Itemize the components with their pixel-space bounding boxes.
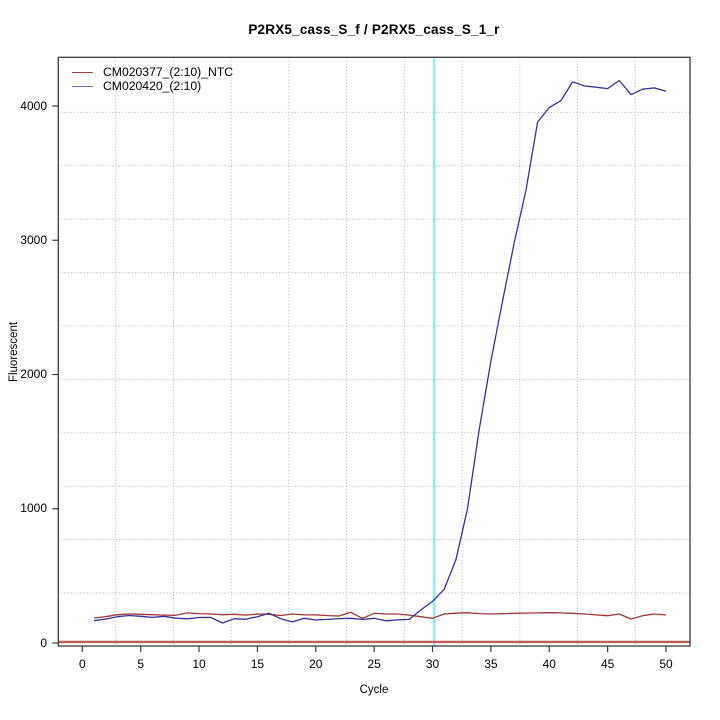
y-tick-label: 1000 bbox=[20, 501, 47, 516]
x-tick-label: 45 bbox=[600, 657, 615, 671]
x-tick-label: 35 bbox=[484, 657, 498, 671]
sample-curve bbox=[93, 79, 667, 624]
legend-label-ntc: CM020377_(2:10)_NTC bbox=[103, 65, 234, 80]
y-tick-label: 3000 bbox=[20, 232, 47, 247]
y-tick-label: 2000 bbox=[20, 367, 47, 381]
x-tick-label: 20 bbox=[309, 657, 323, 671]
x-tick-label: 50 bbox=[659, 657, 673, 671]
legend: CM020377_(2:10)_NTC CM020420_(2:10) bbox=[72, 66, 233, 93]
x-tick-label: 0 bbox=[78, 657, 86, 671]
x-tick-label: 25 bbox=[367, 657, 381, 671]
ntc-line-swatch-icon bbox=[72, 72, 93, 74]
x-tick-label: 10 bbox=[192, 657, 206, 671]
legend-label-sample: CM020420_(2:10) bbox=[103, 78, 202, 93]
y-tick-label: 4000 bbox=[20, 98, 47, 113]
legend-item-sample: CM020420_(2:10) bbox=[72, 78, 233, 94]
x-tick-label: 30 bbox=[425, 657, 440, 671]
x-tick-label: 15 bbox=[250, 657, 265, 671]
x-axis-title: Cycle bbox=[359, 684, 389, 696]
sample-line-swatch-icon bbox=[72, 85, 93, 87]
x-tick-label: 40 bbox=[542, 657, 556, 671]
legend-item-ntc: CM020377_(2:10)_NTC bbox=[72, 66, 233, 80]
chart-title: P2RX5_cass_S_f / P2RX5_cass_S_1_r bbox=[248, 22, 500, 37]
y-tick-label: 0 bbox=[40, 635, 47, 650]
ntc-curve bbox=[93, 611, 667, 620]
x-tick-label: 5 bbox=[137, 657, 144, 671]
